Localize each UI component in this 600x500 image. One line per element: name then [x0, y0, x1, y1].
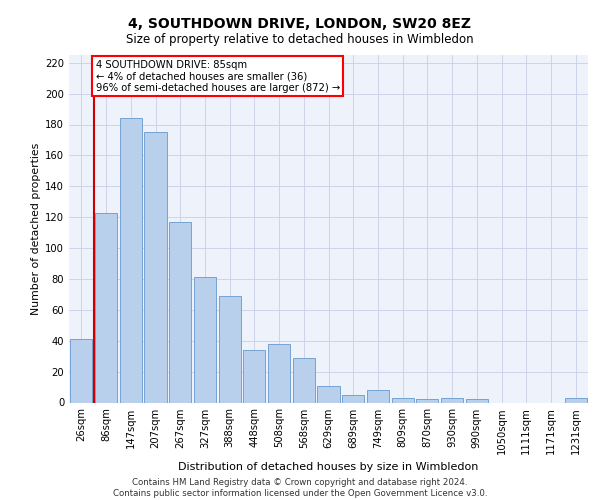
Y-axis label: Number of detached properties: Number of detached properties: [31, 142, 41, 315]
Bar: [145, 132, 167, 402]
X-axis label: Distribution of detached houses by size in Wimbledon: Distribution of detached houses by size …: [178, 462, 479, 472]
Bar: [367, 390, 389, 402]
Bar: [243, 350, 265, 403]
Bar: [565, 398, 587, 402]
Bar: [441, 398, 463, 402]
Bar: [268, 344, 290, 403]
Text: 4 SOUTHDOWN DRIVE: 85sqm
← 4% of detached houses are smaller (36)
96% of semi-de: 4 SOUTHDOWN DRIVE: 85sqm ← 4% of detache…: [95, 60, 340, 93]
Bar: [95, 212, 117, 402]
Text: 4, SOUTHDOWN DRIVE, LONDON, SW20 8EZ: 4, SOUTHDOWN DRIVE, LONDON, SW20 8EZ: [128, 18, 472, 32]
Text: Contains HM Land Registry data © Crown copyright and database right 2024.
Contai: Contains HM Land Registry data © Crown c…: [113, 478, 487, 498]
Bar: [218, 296, 241, 403]
Bar: [392, 398, 414, 402]
Bar: [416, 400, 439, 402]
Bar: [169, 222, 191, 402]
Bar: [293, 358, 315, 403]
Text: Size of property relative to detached houses in Wimbledon: Size of property relative to detached ho…: [126, 32, 474, 46]
Bar: [466, 400, 488, 402]
Bar: [119, 118, 142, 403]
Bar: [70, 339, 92, 402]
Bar: [342, 395, 364, 402]
Bar: [317, 386, 340, 402]
Bar: [194, 278, 216, 402]
